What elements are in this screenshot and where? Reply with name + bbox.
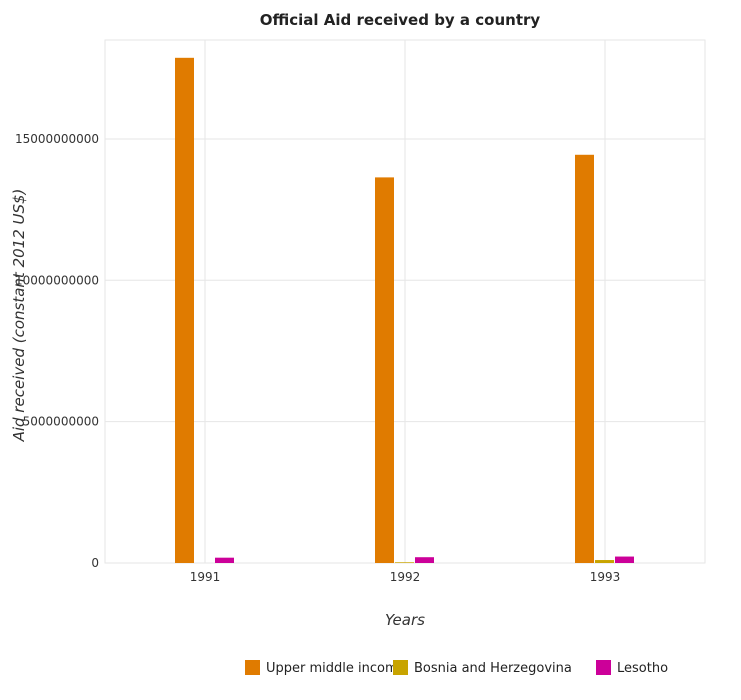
y-tick-label: 0 bbox=[91, 556, 99, 570]
bar-bosnia-and-herzegovina-1993 bbox=[595, 560, 614, 563]
legend-label: Bosnia and Herzegovina bbox=[414, 661, 572, 676]
y-axis: 0 5000000000 10000000000 15000000000 bbox=[15, 132, 99, 570]
y-tick-label: 15000000000 bbox=[15, 132, 99, 146]
x-tick-label: 1991 bbox=[190, 570, 221, 584]
chart-title: Official Aid received by a country bbox=[260, 11, 541, 29]
legend-swatch bbox=[245, 660, 260, 675]
bar-bosnia-and-herzegovina-1992 bbox=[395, 562, 414, 563]
y-tick-label: 10000000000 bbox=[15, 273, 99, 287]
x-tick-label: 1993 bbox=[590, 570, 621, 584]
y-tick-label: 5000000000 bbox=[23, 415, 99, 429]
grid bbox=[104, 39, 706, 564]
x-tick-label: 1992 bbox=[390, 570, 421, 584]
bars bbox=[175, 57, 634, 564]
bar-upper-middle-income-1993 bbox=[575, 154, 594, 564]
bar-lesotho-1992 bbox=[415, 557, 434, 563]
bar-upper-middle-income-1992 bbox=[375, 177, 394, 564]
y-axis-label: Aid received (constant 2012 US$) bbox=[10, 189, 28, 443]
x-axis-label: Years bbox=[385, 611, 425, 629]
legend-label: Lesotho bbox=[617, 661, 668, 676]
legend: Upper middle income Bosnia and Herzegovin… bbox=[245, 660, 668, 676]
bar-upper-middle-income-1991 bbox=[175, 57, 194, 563]
bar-lesotho-1991 bbox=[215, 557, 234, 563]
x-axis: 1991 1992 1993 bbox=[190, 570, 621, 584]
legend-swatch bbox=[596, 660, 611, 675]
legend-label: Upper middle income bbox=[266, 661, 406, 676]
bar-lesotho-1993 bbox=[615, 556, 634, 563]
legend-swatch bbox=[393, 660, 408, 675]
